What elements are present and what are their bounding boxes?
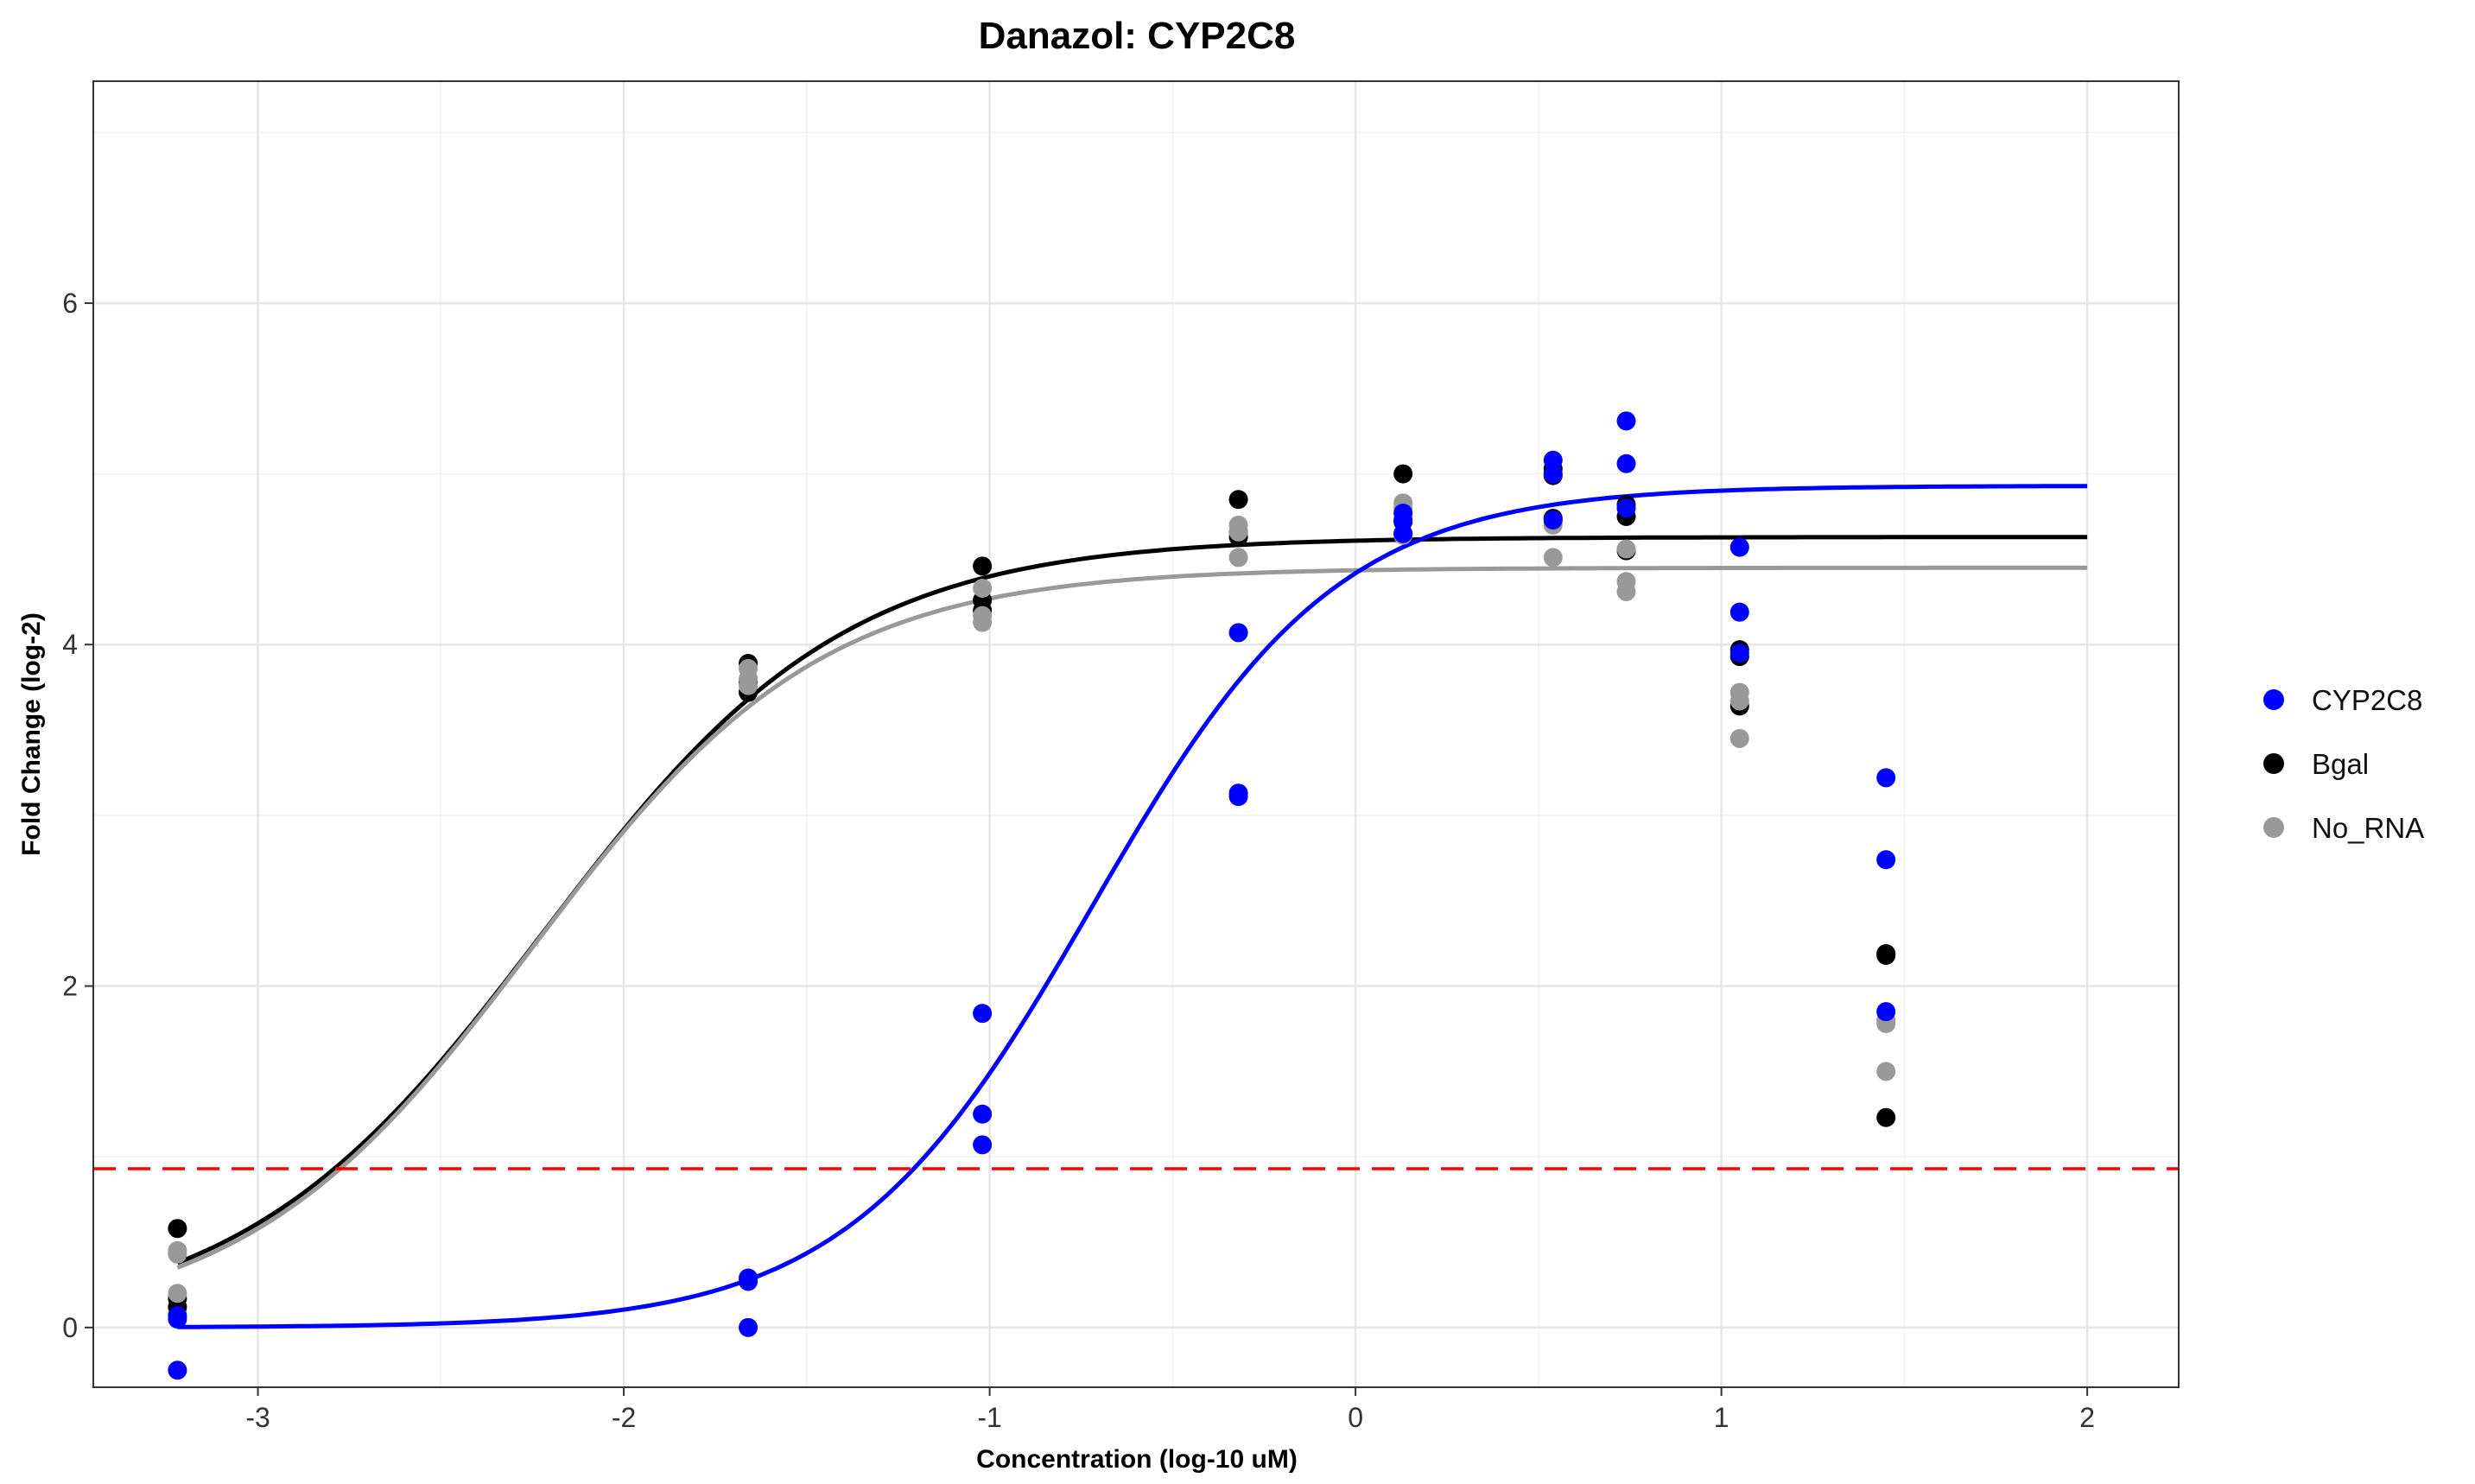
data-point-no-rna: [1729, 691, 1749, 711]
data-point-cyp2c8: [168, 1360, 187, 1380]
data-point-no-rna: [168, 1244, 187, 1264]
data-point-bgal: [1228, 490, 1248, 510]
data-point-cyp2c8: [1543, 510, 1563, 530]
data-point-no-rna: [1729, 728, 1749, 748]
data-point-cyp2c8: [973, 1004, 993, 1024]
legend-label: CYP2C8: [2312, 684, 2422, 716]
chart-title: Danazol: CYP2C8: [979, 15, 1296, 57]
fit-curve-no-rna: [176, 565, 2088, 1270]
data-points: [168, 411, 1896, 1380]
legend-label: No_RNA: [2312, 812, 2424, 844]
minor-gridlines: [93, 81, 2179, 1387]
plot-panel: [93, 81, 2179, 1387]
y-tick-label: 6: [62, 288, 78, 319]
data-point-bgal: [168, 1219, 187, 1239]
x-tick-label: 1: [1714, 1402, 1729, 1433]
data-point-cyp2c8: [1729, 644, 1749, 663]
data-point-cyp2c8: [1876, 768, 1896, 788]
data-point-bgal: [973, 556, 993, 576]
data-point-cyp2c8: [739, 1317, 758, 1337]
data-point-no-rna: [1876, 1062, 1896, 1081]
data-point-cyp2c8: [739, 1272, 758, 1291]
legend-key-cyp2c8: [2263, 689, 2284, 710]
data-point-cyp2c8: [973, 1104, 993, 1124]
x-tick-label: -3: [245, 1402, 270, 1433]
data-point-cyp2c8: [973, 1135, 993, 1155]
data-point-no-rna: [1543, 548, 1563, 568]
data-point-cyp2c8: [1876, 850, 1896, 870]
data-point-cyp2c8: [1393, 510, 1413, 530]
data-point-cyp2c8: [1543, 464, 1563, 484]
legend-label: Bgal: [2312, 748, 2369, 780]
legend-key-no-rna: [2263, 817, 2284, 838]
data-point-cyp2c8: [1729, 602, 1749, 622]
data-point-no-rna: [1228, 522, 1248, 542]
data-point-cyp2c8: [1616, 453, 1636, 473]
data-point-bgal: [1393, 464, 1413, 484]
data-point-cyp2c8: [1876, 1002, 1896, 1022]
data-point-cyp2c8: [1228, 787, 1248, 807]
data-point-cyp2c8: [1228, 623, 1248, 643]
data-point-cyp2c8: [168, 1305, 187, 1325]
data-point-no-rna: [739, 675, 758, 695]
plot-border: [92, 80, 2180, 1388]
x-tick-label: -2: [612, 1402, 636, 1433]
data-point-cyp2c8: [1393, 523, 1413, 543]
data-point-cyp2c8: [1543, 450, 1563, 470]
legend: CYP2C8 Bgal No_RNA: [2263, 684, 2424, 844]
data-point-no-rna: [168, 1284, 187, 1303]
x-axis-title: Concentration (log-10 uM): [976, 1445, 1298, 1474]
plot-area: [92, 80, 2180, 1388]
data-point-no-rna: [1228, 548, 1248, 568]
y-axis: 0 2 4 6: [62, 288, 93, 1343]
data-point-no-rna: [973, 579, 993, 599]
y-axis-title: Fold Change (log-2): [17, 612, 46, 856]
y-tick-label: 2: [62, 971, 78, 1002]
x-axis: -3 -2 -1 0 1 2: [245, 1387, 2095, 1433]
data-point-no-rna: [973, 612, 993, 632]
data-point-no-rna: [1616, 539, 1636, 559]
x-tick-label: -1: [977, 1402, 1001, 1433]
y-tick-label: 0: [62, 1312, 78, 1343]
x-tick-label: 0: [1348, 1402, 1363, 1433]
data-point-cyp2c8: [1616, 498, 1636, 518]
data-point-cyp2c8: [1729, 537, 1749, 557]
data-point-no-rna: [1616, 581, 1636, 601]
legend-key-bgal: [2263, 753, 2284, 774]
fit-curves: [176, 484, 2088, 1329]
data-point-cyp2c8: [1616, 411, 1636, 431]
x-tick-label: 2: [2079, 1402, 2095, 1433]
data-point-bgal: [1876, 1107, 1896, 1127]
fit-curve-cyp2c8: [177, 484, 2088, 1329]
y-tick-label: 4: [62, 629, 78, 660]
data-point-bgal: [1876, 945, 1896, 965]
